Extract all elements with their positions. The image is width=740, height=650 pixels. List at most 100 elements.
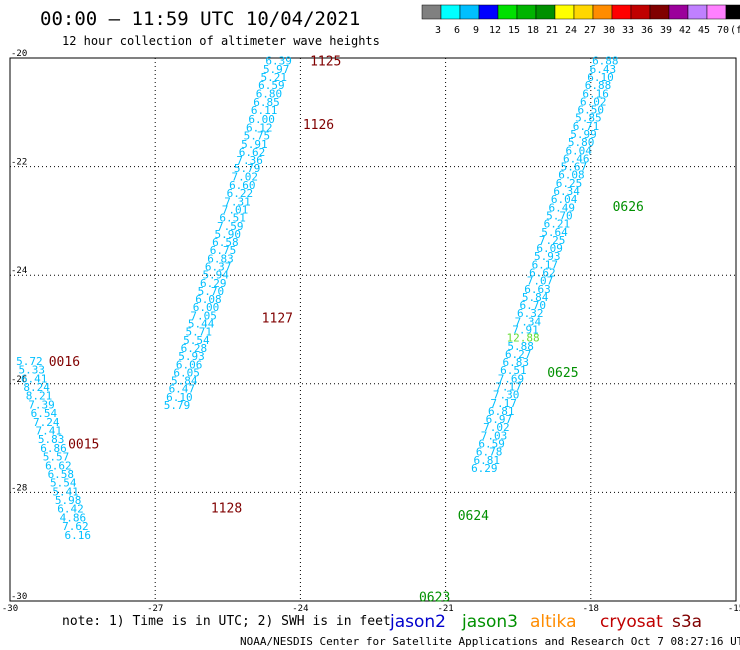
colorbar-swatch	[440, 4, 461, 20]
wave-height-value: 5.54	[183, 334, 210, 347]
x-tick-label: -27	[147, 604, 163, 614]
wave-height-value: 5.93	[178, 350, 205, 363]
wave-height-value: 5.79	[164, 399, 191, 412]
colorbar-label: 33	[622, 25, 634, 36]
satellite-legend-jason3: jason3	[461, 612, 518, 632]
wave-height-value: 5.54	[50, 477, 77, 490]
wave-height-value: 6.12	[246, 122, 273, 135]
wave-height-value: 5.97	[263, 63, 290, 76]
wave-height-value: 5.70	[198, 285, 225, 298]
colorbar-swatch	[516, 4, 537, 20]
pass-label: 1127	[262, 312, 293, 327]
wave-height-value: 5.94	[202, 269, 229, 282]
wave-height-value: 7.69	[498, 372, 525, 385]
wave-height-value: 6.83	[503, 356, 530, 369]
wave-height-value: 7.91	[512, 324, 539, 337]
wave-height-value: 6.59	[258, 79, 285, 92]
wave-height-value: 6.34	[553, 185, 580, 198]
y-tick-label: -30	[11, 592, 27, 602]
wave-height-value: 5.44	[188, 318, 215, 331]
wave-height-value: 6.39	[265, 55, 292, 68]
plot-area: -30 -27 -24 -21 -18 -15 -20 -22 -24 -26 -28 -30 6.3…	[2, 49, 740, 614]
wave-height-value: 6.50	[578, 104, 605, 117]
colorbar-label: 42	[679, 25, 691, 36]
colorbar-swatch	[421, 4, 442, 20]
wave-height-value: 6.58	[48, 468, 75, 481]
colorbar-label: 30	[603, 25, 615, 36]
wave-height-value: 6.59	[478, 438, 505, 451]
wave-height-value: 6.10	[587, 71, 614, 84]
colorbar-swatch	[725, 4, 740, 20]
y-tick-label: -22	[11, 158, 27, 168]
wave-height-value: 5.91	[241, 138, 268, 151]
wave-height-value: 6.81	[473, 454, 500, 467]
y-tick-label: -28	[11, 483, 27, 493]
wave-height-value: 5.71	[186, 326, 213, 339]
colorbar-swatch	[535, 4, 556, 20]
wave-height-value: 6.28	[181, 342, 208, 355]
satellite-legend-altika: altika	[530, 612, 577, 632]
wave-height-value: 6.70	[519, 299, 546, 312]
pass-label: 0624	[458, 509, 489, 524]
wave-height-value: 5.80	[568, 136, 595, 149]
wave-height-value: 6.06	[176, 358, 203, 371]
wave-height-value: 6.63	[524, 283, 551, 296]
wave-height-value: 6.62	[239, 146, 266, 159]
footer-credit: NOAA/NESDIS Center for Satellite Applica…	[240, 635, 740, 648]
wave-height-value: 6.00	[248, 113, 275, 126]
wave-height-value: 6.04	[551, 193, 578, 206]
wave-height-value: 5.83	[38, 433, 65, 446]
wave-height-value: 7.25	[539, 234, 566, 247]
chart-subtitle: 12 hour collection of altimeter wave hei…	[62, 34, 380, 48]
wave-height-value: 6.85	[253, 96, 280, 109]
pass-labels: 1125 1126 1127 1128 0016 0015 0626 0625 0624 0623	[49, 55, 644, 606]
wave-height-value: 5.90	[215, 228, 242, 241]
colorbar-label: 21	[546, 25, 558, 36]
chart-title: 00:00 – 11:59 UTC 10/04/2021	[40, 8, 360, 30]
wave-height-value: 8.21	[26, 390, 53, 403]
colorbar-label: 45	[698, 25, 710, 36]
wave-height-value: 6.02	[580, 95, 607, 108]
y-tick-label: -24	[11, 266, 27, 276]
wave-height-value: 5.75	[244, 130, 271, 143]
satellite-legend-jason2: jason2	[389, 612, 446, 632]
x-tick-label: -18	[583, 604, 599, 614]
colorbar-swatch	[649, 4, 670, 20]
wave-height-value: 6.60	[229, 179, 256, 192]
wave-height-value: 6.71	[573, 120, 600, 133]
wave-height-value: 6.51	[500, 364, 527, 377]
colorbar-swatch	[459, 4, 480, 20]
wave-height-value: 8.24	[23, 381, 50, 394]
wave-height-value: 4.86	[60, 511, 87, 524]
wave-height-value: 5.64	[541, 226, 568, 239]
wave-height-value: 7.41	[35, 424, 62, 437]
wave-height-value: 6.41	[21, 372, 48, 385]
wave-height-value: 6.62	[45, 459, 72, 472]
wave-height-value: 7.36	[236, 154, 263, 167]
colorbar-swatch	[706, 4, 727, 20]
wave-height-value: 5.57	[43, 451, 70, 464]
colorbar-label: 15	[508, 25, 520, 36]
wave-height-value: 5.88	[507, 340, 534, 353]
wave-height-value: 6.49	[549, 201, 576, 214]
wave-height-value: 6.86	[40, 442, 67, 455]
wave-height-value: 6.47	[169, 383, 196, 396]
wave-height-value: 6.08	[195, 293, 222, 306]
colorbar-label: 18	[527, 25, 539, 36]
wave-height-value: 6.09	[536, 242, 563, 255]
plot-frame	[9, 57, 737, 602]
wave-height-value: 5.99	[570, 128, 597, 141]
wave-height-value: 6.51	[219, 212, 246, 225]
wave-height-value: 6.21	[544, 218, 571, 231]
wave-height-value: 6.43	[590, 63, 617, 76]
satellite-legend-cryosat: cryosat	[600, 612, 663, 632]
colorbar-swatch	[611, 4, 632, 20]
wave-height-value: 7.17	[495, 381, 522, 394]
wave-height-value: 6.88	[585, 79, 612, 92]
footer-note: note: 1) Time is in UTC; 2) SWH is in fe…	[62, 614, 391, 629]
wave-height-value: 6.81	[488, 405, 515, 418]
wave-height-value: 7.30	[493, 389, 520, 402]
wave-height-value: 6.22	[227, 187, 254, 200]
